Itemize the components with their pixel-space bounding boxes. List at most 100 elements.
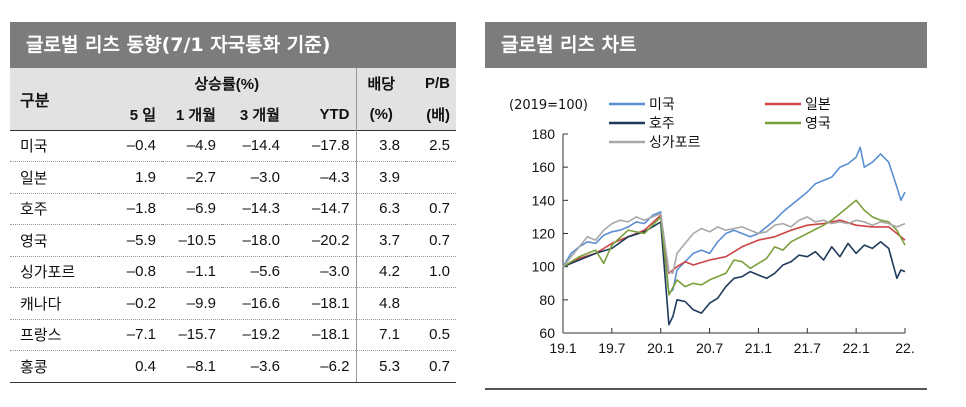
chart-panel-title: 글로벌 리츠 차트	[485, 22, 927, 68]
cell-ytd: –4.3	[286, 161, 356, 193]
cell-ytd: –18.1	[286, 318, 356, 351]
x-tick-label: 21.7	[794, 340, 821, 356]
y-tick-label: 160	[532, 159, 556, 175]
cell-m1: –6.9	[162, 192, 222, 225]
row-region-name: 영국	[10, 224, 98, 256]
cell-d5: –0.2	[98, 287, 162, 319]
chart-bottom-rule	[485, 388, 927, 390]
cell-div: 5.3	[355, 350, 406, 383]
table-panel-title: 글로벌 리츠 동향(7/1 자국통화 기준)	[10, 22, 456, 68]
row-region-name: 호주	[10, 192, 98, 225]
y-tick-label: 60	[539, 325, 555, 341]
cell-ytd: –6.2	[286, 350, 356, 383]
x-tick-label: 20.1	[647, 340, 674, 356]
unit-note: (2019=100)	[509, 98, 588, 113]
cell-m1: –4.9	[162, 129, 222, 162]
x-tick-label: 20.7	[696, 340, 723, 356]
cell-d5: –7.1	[98, 318, 162, 351]
cell-div: 4.8	[355, 287, 406, 319]
cell-m3: –16.6	[222, 287, 286, 319]
cell-d5: 1.9	[98, 161, 162, 193]
cell-div: 4.2	[355, 255, 406, 288]
y-tick-label: 120	[532, 226, 556, 242]
legend-label: 일본	[805, 97, 831, 113]
reit-trend-table: 구분 상승률(%) 배당 P/B 5 일 1 개월 3 개월 YTD (%) (…	[10, 68, 456, 383]
cell-d5: –1.8	[98, 192, 162, 225]
table-row: 캐나다 –0.2 –9.9 –16.6 –18.1 4.8	[10, 287, 456, 319]
row-region-name: 미국	[10, 129, 98, 162]
x-tick-label: 21.1	[745, 340, 772, 356]
header-dividend-unit: (%)	[355, 99, 406, 130]
series-line-호주	[562, 221, 906, 326]
row-region-name: 싱가포르	[10, 255, 98, 288]
table-row: 일본 1.9 –2.7 –3.0 –4.3 3.9	[10, 161, 456, 193]
cell-d5: –0.4	[98, 129, 162, 162]
series-line-일본	[562, 214, 906, 275]
cell-m3: –19.2	[222, 318, 286, 351]
cell-m3: –14.4	[222, 129, 286, 162]
header-returns-group: 상승률(%)	[98, 68, 356, 99]
cell-m3: –18.0	[222, 224, 286, 256]
cell-pb: 1.0	[406, 255, 456, 288]
cell-pb: 0.7	[406, 192, 456, 225]
y-tick-label: 80	[539, 292, 555, 308]
header-ytd: YTD	[286, 99, 356, 130]
y-tick-label: 180	[532, 126, 556, 142]
series-line-영국	[562, 199, 906, 296]
header-pb: P/B	[406, 68, 456, 99]
cell-ytd: –18.1	[286, 287, 356, 319]
legend-label: 싱가포르	[649, 135, 701, 151]
x-tick-label: 22.1	[843, 340, 870, 356]
legend-label: 영국	[805, 116, 831, 132]
y-tick-label: 140	[532, 192, 556, 208]
header-region: 구분	[10, 68, 98, 130]
cell-m3: –5.6	[222, 255, 286, 288]
cell-m1: –9.9	[162, 287, 222, 319]
cell-m1: –10.5	[162, 224, 222, 256]
legend-label: 호주	[649, 116, 675, 132]
cell-d5: 0.4	[98, 350, 162, 383]
row-region-name: 프랑스	[10, 318, 98, 351]
cell-div: 7.1	[355, 318, 406, 351]
series-line-싱가포르	[562, 212, 906, 275]
x-tick-label: 19.7	[598, 340, 625, 356]
header-dividend: 배당	[355, 68, 406, 99]
header-pb-unit: (배)	[406, 99, 456, 130]
cell-pb	[406, 287, 456, 319]
cell-m3: –3.6	[222, 350, 286, 383]
table-row: 싱가포르 –0.8 –1.1 –5.6 –3.0 4.2 1.0	[10, 255, 456, 288]
cell-ytd: –14.7	[286, 192, 356, 225]
cell-m1: –1.1	[162, 255, 222, 288]
header-5d: 5 일	[98, 99, 162, 130]
cell-div: 3.7	[355, 224, 406, 256]
cell-pb	[406, 161, 456, 193]
cell-div: 3.8	[355, 129, 406, 162]
cell-pb: 0.7	[406, 224, 456, 256]
legend-label: 미국	[649, 97, 675, 113]
x-tick-label: 22.	[895, 340, 914, 356]
cell-pb: 2.5	[406, 129, 456, 162]
series-line-미국	[562, 146, 906, 294]
cell-ytd: –20.2	[286, 224, 356, 256]
header-1m: 1 개월	[162, 99, 222, 130]
reit-line-chart: 60 80 100 120 140 160 180 19.1 19.7 20.1 20.7 21.1 2…	[485, 68, 927, 388]
header-3m: 3 개월	[222, 99, 286, 130]
cell-div: 6.3	[355, 192, 406, 225]
cell-pb: 0.7	[406, 350, 456, 383]
table-row: 프랑스 –7.1 –15.7 –19.2 –18.1 7.1 0.5	[10, 318, 456, 351]
x-tick-label: 19.1	[549, 340, 576, 356]
cell-m1: –2.7	[162, 161, 222, 193]
table-row: 미국 –0.4 –4.9 –14.4 –17.8 3.8 2.5	[10, 129, 456, 162]
cell-m1: –8.1	[162, 350, 222, 383]
table-row: 영국 –5.9 –10.5 –18.0 –20.2 3.7 0.7	[10, 224, 456, 256]
row-region-name: 홍콩	[10, 350, 98, 383]
chart-svg: 60 80 100 120 140 160 180 19.1 19.7 20.1 20.7 21.1 2…	[509, 97, 915, 356]
cell-d5: –0.8	[98, 255, 162, 288]
cell-m3: –3.0	[222, 161, 286, 193]
cell-m3: –14.3	[222, 192, 286, 225]
table-row: 홍콩 0.4 –8.1 –3.6 –6.2 5.3 0.7	[10, 350, 456, 383]
cell-ytd: –3.0	[286, 255, 356, 288]
cell-div: 3.9	[355, 161, 406, 193]
row-region-name: 일본	[10, 161, 98, 193]
cell-ytd: –17.8	[286, 129, 356, 162]
